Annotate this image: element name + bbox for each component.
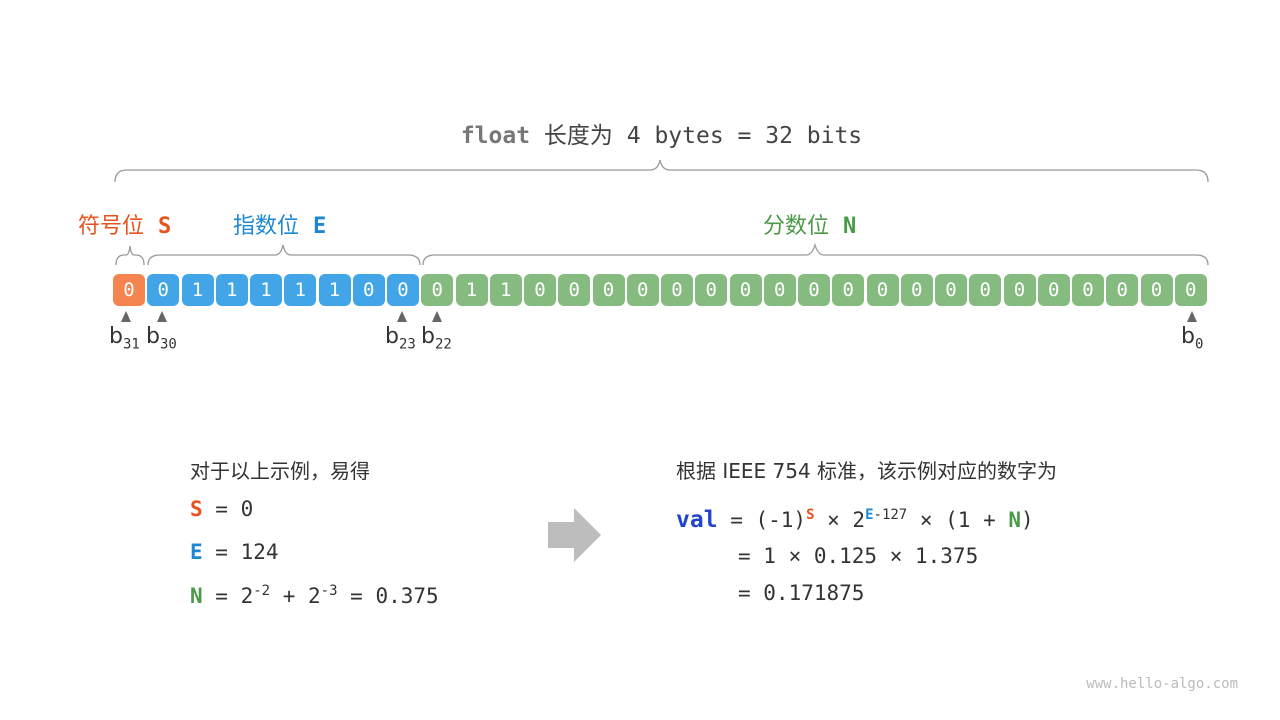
diagram-title: float 长度为 4 bytes = 32 bits [0, 116, 1280, 150]
bit-1-mantissa: 0 [1140, 274, 1173, 306]
formula-line-2: = 1 × 0.125 × 1.375 [738, 544, 979, 568]
label-b22: b22 [421, 324, 452, 353]
label-b30: b30 [146, 324, 177, 353]
arrow-b23-icon [397, 311, 407, 322]
right-heading: 根据 IEEE 754 标准，该示例对应的数字为 [676, 459, 1058, 483]
bit-17-mantissa: 0 [592, 274, 625, 306]
bit-13-mantissa: 0 [729, 274, 762, 306]
bit-4-mantissa: 0 [1037, 274, 1070, 306]
bit-0-mantissa: 0 [1174, 274, 1207, 306]
bit-8-mantissa: 0 [900, 274, 933, 306]
mantissa-brace [422, 242, 1209, 266]
bit-7-mantissa: 0 [935, 274, 967, 306]
mantissa-label: 分数位 N [763, 208, 856, 240]
exponent-symbol: E [313, 214, 327, 239]
bit-22-mantissa: 0 [421, 274, 454, 306]
arrow-b22-icon [432, 311, 442, 322]
arrow-b30-icon [157, 311, 167, 322]
right-arrow-icon [548, 508, 601, 562]
bit-20-mantissa: 1 [489, 274, 522, 306]
n-line: N = 2-2 + 2-3 = 0.375 [190, 583, 439, 608]
bit-31-sign: 0 [113, 274, 145, 306]
e-line: E = 124 [190, 540, 279, 564]
bit-9-mantissa: 0 [866, 274, 899, 306]
bit-26-exponent: 1 [284, 274, 317, 306]
left-heading: 对于以上示例，易得 [190, 459, 370, 483]
total-brace [114, 159, 1209, 183]
bit-23-exponent: 0 [387, 274, 419, 306]
bit-15-mantissa: 0 [661, 274, 693, 306]
mantissa-symbol: N [843, 214, 857, 239]
exponent-label-text: 指数位 [233, 214, 300, 239]
s-line: S = 0 [190, 497, 254, 521]
mantissa-label-text: 分数位 [763, 214, 830, 239]
bit-12-mantissa: 0 [763, 274, 796, 306]
watermark: www.hello-algo.com [1086, 676, 1238, 692]
bit-6-mantissa: 0 [969, 274, 1002, 306]
formula-line-1: val = (-1)S × 2E-127 × (1 + N) [676, 507, 1034, 533]
bit-21-mantissa: 1 [455, 274, 488, 306]
arrow-b31-icon [121, 311, 131, 322]
exponent-brace [147, 244, 421, 266]
label-b0: b0 [1181, 324, 1204, 353]
sign-symbol: S [158, 214, 172, 239]
bit-25-exponent: 1 [318, 274, 351, 306]
label-b23: b23 [385, 324, 416, 353]
bit-14-mantissa: 0 [695, 274, 728, 306]
bit-27-exponent: 1 [250, 274, 282, 306]
bit-2-mantissa: 0 [1106, 274, 1139, 306]
sign-brace [115, 245, 145, 266]
sign-label: 符号位 S [78, 208, 171, 240]
label-b31: b31 [109, 324, 140, 353]
bit-29-exponent: 1 [181, 274, 214, 306]
bit-11-mantissa: 0 [798, 274, 830, 306]
bit-24-exponent: 0 [352, 274, 385, 306]
formula-line-3: = 0.171875 [738, 581, 865, 605]
bit-10-mantissa: 0 [832, 274, 865, 306]
bit-19-mantissa: 0 [524, 274, 556, 306]
arrow-b0-icon [1187, 311, 1197, 322]
bit-3-mantissa: 0 [1072, 274, 1104, 306]
bit-28-exponent: 1 [215, 274, 248, 306]
bit-30-exponent: 0 [147, 274, 180, 306]
braces [114, 159, 1209, 266]
float-keyword: float [460, 123, 531, 149]
sign-label-text: 符号位 [78, 214, 145, 239]
title-text: 长度为 4 bytes = 32 bits [530, 123, 863, 149]
bit-5-mantissa: 0 [1003, 274, 1036, 306]
bit-18-mantissa: 0 [558, 274, 591, 306]
exponent-label: 指数位 E [233, 208, 326, 240]
bit-16-mantissa: 0 [626, 274, 659, 306]
